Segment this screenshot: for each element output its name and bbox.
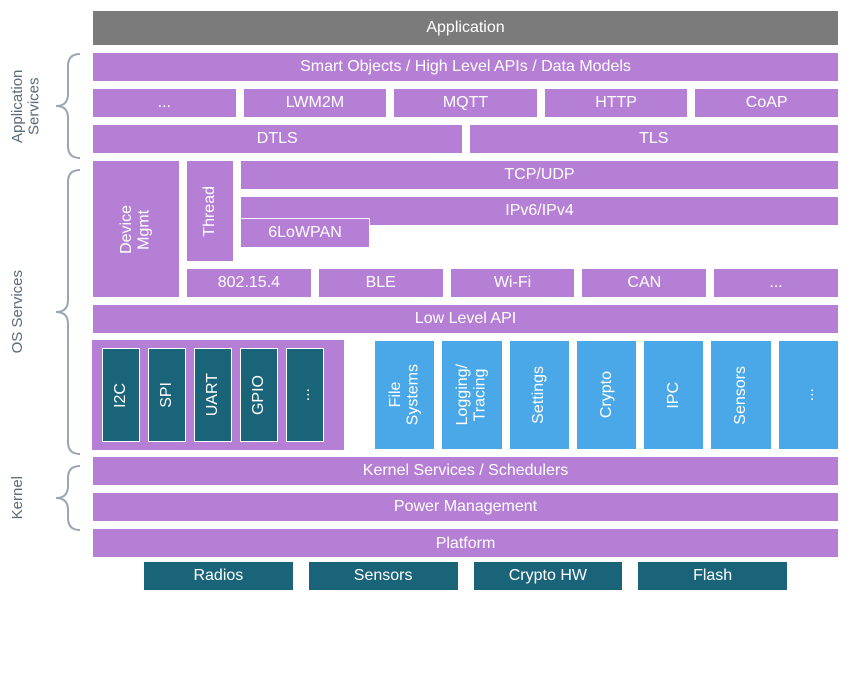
- block-flash: Flash: [637, 561, 788, 591]
- block-tls: TLS: [469, 124, 840, 154]
- block-label: GPIO: [250, 375, 268, 415]
- block-bus-more: ...: [286, 348, 324, 442]
- block-label: Settings: [530, 366, 548, 424]
- platform-title: Platform: [99, 533, 832, 557]
- bracket-icon: [48, 168, 82, 456]
- block-label: Crypto: [598, 371, 616, 418]
- block-i2c: I2C: [102, 348, 140, 442]
- block-label: Thread: [201, 186, 219, 237]
- block-link-more: ...: [713, 268, 839, 298]
- section-labels-column: Application Services OS Services Kernel: [10, 10, 88, 558]
- block-label: ...: [296, 388, 314, 401]
- bracket-icon: [48, 464, 82, 532]
- block-crypto: Crypto: [576, 340, 637, 450]
- block-spi: SPI: [148, 348, 186, 442]
- row-tls: DTLS TLS: [92, 124, 839, 154]
- section-label-app-services: Application Services: [10, 52, 82, 160]
- section-app-services: Smart Objects / High Level APIs / Data M…: [92, 52, 839, 154]
- block-ble: BLE: [318, 268, 444, 298]
- block-ipc: IPC: [643, 340, 704, 450]
- block-sensors-svc: Sensors: [710, 340, 771, 450]
- block-svc-more: ...: [778, 340, 839, 450]
- row-link-layers: 802.15.4 BLE Wi-Fi CAN ...: [186, 268, 839, 298]
- block-uart: UART: [194, 348, 232, 442]
- section-label-text: Application Services: [10, 52, 46, 160]
- block-radios: Radios: [143, 561, 294, 591]
- block-power-mgmt: Power Management: [92, 492, 839, 522]
- block-can: CAN: [581, 268, 707, 298]
- block-label: Device Mgmt: [118, 205, 153, 254]
- block-802-15-4: 802.15.4: [186, 268, 312, 298]
- block-sensors-hw: Sensors: [308, 561, 459, 591]
- block-coap: CoAP: [694, 88, 839, 118]
- block-label: IPC: [665, 382, 683, 409]
- block-dtls: DTLS: [92, 124, 463, 154]
- architecture-diagram: Application Services OS Services Kernel …: [10, 10, 839, 558]
- block-http: HTTP: [544, 88, 689, 118]
- row-platform-items: Radios Sensors Crypto HW Flash: [99, 561, 832, 591]
- block-wifi: Wi-Fi: [450, 268, 576, 298]
- section-label-os-services: OS Services: [10, 168, 82, 456]
- section-label-text: OS Services: [10, 270, 46, 353]
- block-crypto-hw: Crypto HW: [473, 561, 624, 591]
- block-device-mgmt: Device Mgmt: [92, 160, 180, 298]
- block-thread: Thread: [186, 160, 234, 262]
- block-lwm2m: LWM2M: [243, 88, 388, 118]
- section-os-services: Device Mgmt Thread TCP/UDP IPv6/IPv4 6Lo…: [92, 160, 839, 450]
- row-drivers: I2C SPI UART GPIO ... File Systems Loggi…: [92, 340, 839, 450]
- block-file-systems: File Systems: [374, 340, 435, 450]
- bracket-icon: [48, 52, 82, 160]
- block-smart-objects: Smart Objects / High Level APIs / Data M…: [92, 52, 839, 82]
- block-label: Logging/ Tracing: [454, 364, 489, 425]
- block-low-level-api: Low Level API: [92, 304, 839, 334]
- section-label-text: Kernel: [10, 476, 46, 519]
- block-settings: Settings: [509, 340, 570, 450]
- block-label: UART: [204, 373, 222, 416]
- block-application: Application: [92, 10, 839, 46]
- os-network-grid: Device Mgmt Thread TCP/UDP IPv6/IPv4 6Lo…: [92, 160, 839, 298]
- block-more: ...: [92, 88, 237, 118]
- block-kernel-services: Kernel Services / Schedulers: [92, 456, 839, 486]
- block-label: I2C: [112, 383, 130, 408]
- section-label-kernel: Kernel: [10, 464, 82, 532]
- block-label: ...: [800, 388, 818, 401]
- diagram-main: Application Smart Objects / High Level A…: [92, 10, 839, 558]
- block-tcp-udp: TCP/UDP: [240, 160, 839, 190]
- block-mqtt: MQTT: [393, 88, 538, 118]
- block-label: File Systems: [387, 364, 422, 425]
- block-logging: Logging/ Tracing: [441, 340, 502, 450]
- row-protocols: ... LWM2M MQTT HTTP CoAP: [92, 88, 839, 118]
- drivers-bus-group: I2C SPI UART GPIO ...: [92, 340, 344, 450]
- block-label: SPI: [158, 382, 176, 408]
- block-gpio: GPIO: [240, 348, 278, 442]
- block-label: Sensors: [732, 366, 750, 425]
- block-6lowpan: 6LoWPAN: [240, 218, 370, 248]
- block-platform: Platform Radios Sensors Crypto HW Flash: [92, 528, 839, 558]
- section-kernel: Kernel Services / Schedulers Power Manag…: [92, 456, 839, 522]
